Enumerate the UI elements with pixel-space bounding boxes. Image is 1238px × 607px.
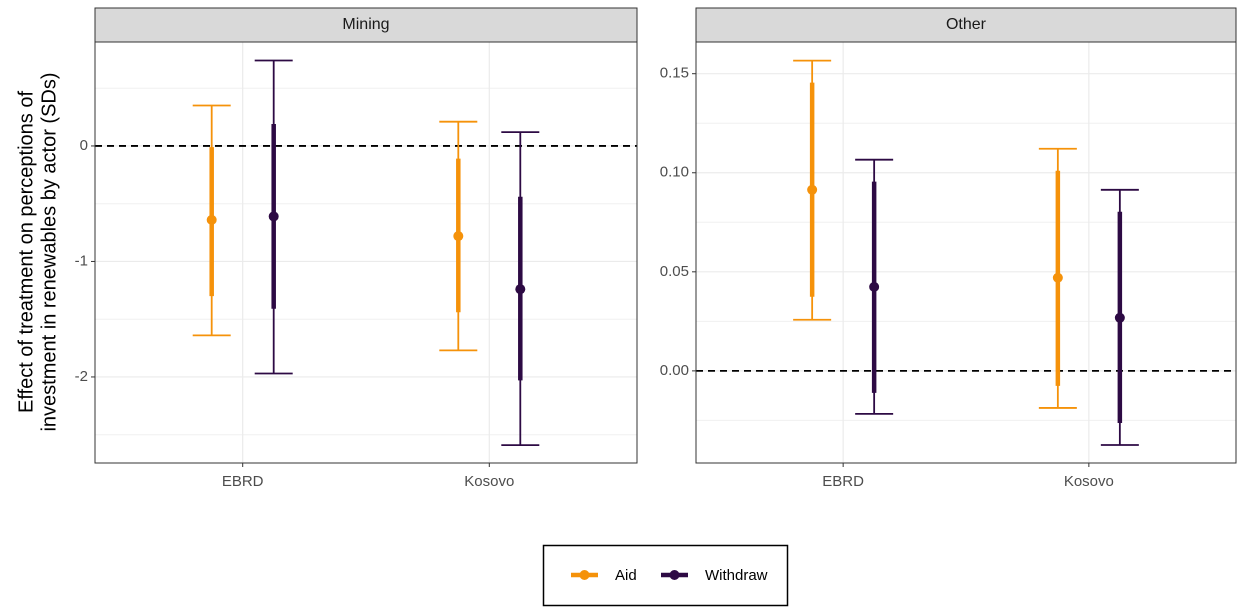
panel-border: [94, 41, 638, 464]
point: [268, 211, 279, 222]
legend-point: [579, 570, 590, 580]
point: [453, 231, 464, 242]
y-tick-label: -2: [75, 368, 88, 385]
point: [1052, 272, 1063, 283]
x-tick-label: EBRD: [222, 473, 264, 490]
y-tick-label: -1: [75, 252, 88, 269]
legend-point: [669, 570, 680, 580]
x-tick-label: EBRD: [822, 473, 864, 490]
legend-label: Withdraw: [705, 567, 768, 584]
y-axis-title-line: Effect of treatment on perceptions of: [15, 91, 37, 413]
x-tick-label: Kosovo: [464, 473, 514, 490]
y-tick-label: 0.10: [660, 164, 689, 181]
y-tick-label: 0.00: [660, 362, 689, 379]
y-tick-label: 0: [80, 137, 88, 154]
x-tick-label: Kosovo: [1064, 473, 1114, 490]
point: [1114, 312, 1125, 323]
y-axis-title: Effect of treatment on perceptions of in…: [15, 72, 60, 431]
point: [807, 184, 818, 195]
y-tick-label: 0.05: [660, 263, 689, 280]
point: [206, 214, 217, 225]
y-axis-title-line: investment in renewables by actor (SDs): [38, 72, 60, 431]
legend-label: Aid: [615, 567, 637, 584]
panel-border: [695, 41, 1237, 464]
point: [515, 284, 526, 295]
panel-title: Mining: [342, 16, 389, 33]
panel-title: Other: [946, 16, 987, 33]
strip: [94, 7, 638, 43]
y-tick-label: 0.15: [660, 65, 689, 82]
point: [869, 281, 880, 292]
